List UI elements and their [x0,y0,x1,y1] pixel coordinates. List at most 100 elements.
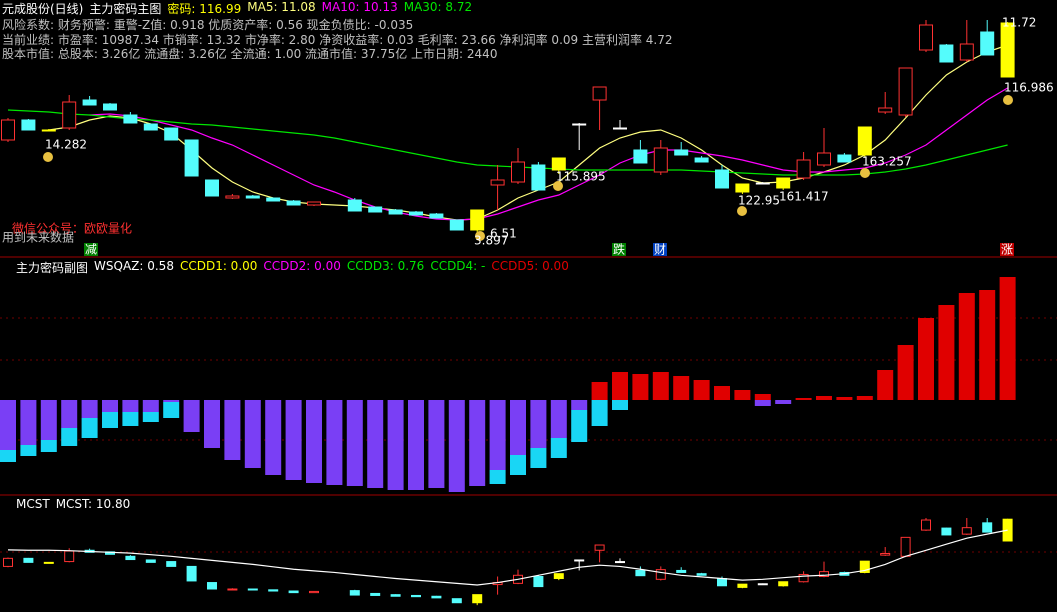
candle-body [715,169,729,189]
candle-body [164,127,179,141]
candle-body [268,589,279,592]
candle-body [166,561,177,567]
bar [428,400,445,488]
candle-body [227,588,238,591]
signal: 跌 [613,242,625,257]
icons [43,95,1013,241]
legend-entry: CCDD1: 0.00 [179,259,258,273]
bar [530,448,547,468]
bar [163,400,180,402]
candle-body [757,583,768,586]
candle-body [511,161,525,183]
signal: 财 [654,243,666,257]
bar [489,470,506,484]
annotation: 116.986 [1004,81,1054,95]
candle-body [939,44,954,63]
stock-name: 元成股份(日线) [2,2,84,16]
candle-body [613,127,627,130]
bar [510,455,526,475]
legend-entry: CCDD4: - [430,259,486,273]
candle-body [143,123,158,131]
legend-entry: CCDD2: 0.00 [263,259,341,273]
candle-body [411,594,421,598]
candle-body [696,573,707,576]
bar [550,400,567,438]
candle-body [288,590,299,594]
money-icon [1003,95,1013,105]
bar [183,400,200,432]
candle-body [817,152,831,166]
candle-body [533,575,544,588]
bar [122,400,139,412]
panel-title[interactable]: 主力密码副图 [16,261,89,275]
candle-body [43,561,54,564]
candle-body [207,582,217,590]
candle-body [123,114,138,124]
bar [0,450,16,462]
bar [958,293,975,400]
bar [795,398,812,400]
legend-row: MCST MCST: 10.80 [16,497,130,511]
candle-body [653,147,668,173]
bar [775,400,792,404]
candle-body [819,571,829,577]
money-icon [553,181,563,191]
signal-bg [653,243,667,256]
bar [448,400,465,492]
candle-body [184,139,199,177]
bar [40,400,57,440]
bar [673,376,690,400]
bar [877,370,894,400]
annotation: 163.257 [862,155,912,169]
candle-body [368,206,383,213]
line [7,109,1008,176]
candle-body [553,573,564,580]
line [89,87,1008,221]
info: 风险系数: 财务预警: 重警-Z值: 0.918 优质资产率: 0.56 现金负… [2,18,414,32]
bar [754,400,771,406]
candle-body [531,164,546,191]
bar [102,400,118,412]
bar [346,400,363,486]
bar [571,400,588,410]
bar [510,400,526,455]
bar [285,400,302,480]
signal: 涨 [1001,242,1013,257]
candle-body [145,559,156,563]
candle-body [245,195,260,199]
candle-body [755,182,770,185]
money-icon [475,231,485,241]
candle-body [778,581,789,587]
bar [652,372,669,400]
candle-body [3,557,13,567]
panel-title[interactable]: MCST [16,497,50,511]
signal-bg [1000,243,1014,256]
candle-body [431,595,442,599]
indicator-name[interactable]: 主力密码主图 [89,2,162,16]
candle-body [694,157,709,163]
candle-body [921,519,931,531]
annotation: 6.51 [490,227,517,241]
candle-body [347,199,362,212]
header-row: 元成股份(日线) 主力密码主图 密码: 116.99 MA5: 11.08 MA1… [2,0,472,17]
bar [591,382,608,400]
bar [469,400,486,486]
candle-body [635,569,646,577]
bar [856,396,873,400]
bar [530,400,547,448]
bar [571,410,588,442]
money-icon [43,152,53,162]
legend-entry: WSQAZ: 0.58 [94,259,174,273]
bar [102,412,118,428]
candle-body [655,569,666,580]
candle-body [307,201,321,206]
signal: 减 [85,243,97,257]
candle-body [859,560,870,573]
annotation: 161.417 [779,190,829,204]
bar [632,374,649,400]
bar [224,400,241,460]
bar [204,400,220,448]
annotation: 14.282 [45,138,87,152]
legend-row: 主力密码副图 WSQAZ: 0.58 CCDD1: 0.00 CCDD2: 0.00… [16,259,569,276]
bar [979,290,996,400]
